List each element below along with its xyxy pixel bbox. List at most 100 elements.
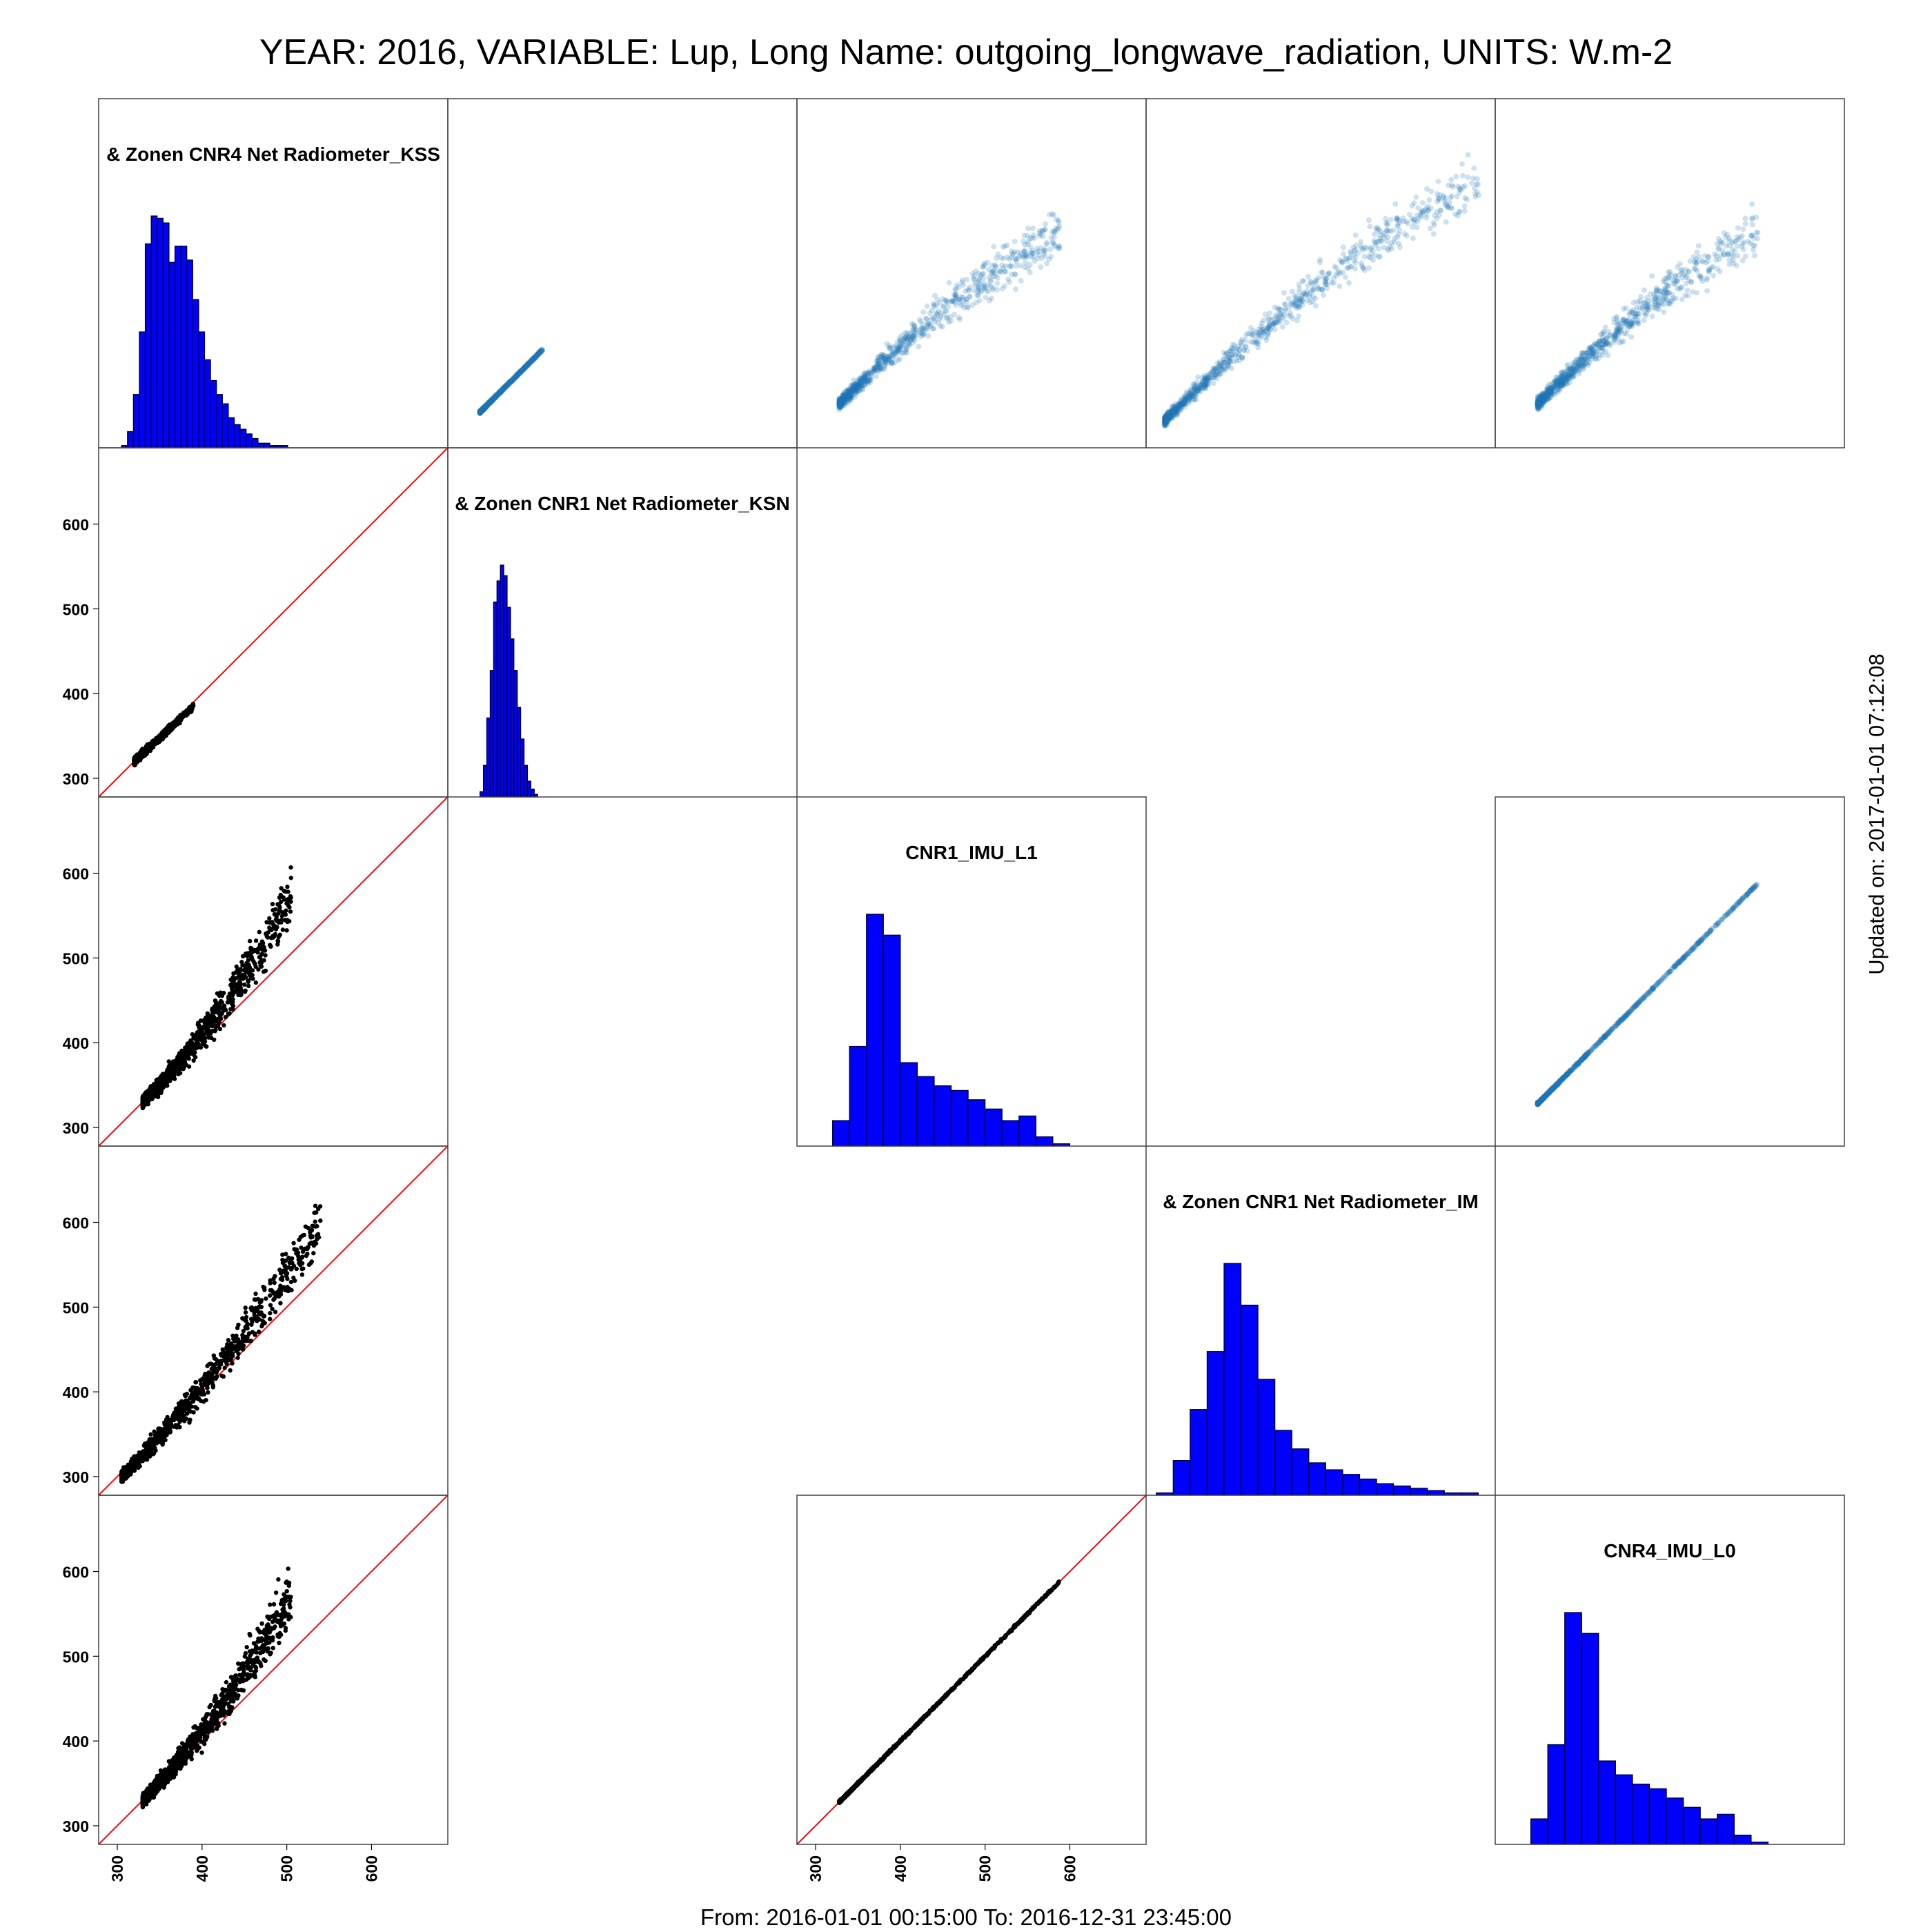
scatter-point bbox=[477, 409, 483, 415]
scatter-point bbox=[490, 396, 496, 402]
scatter-point bbox=[975, 286, 981, 292]
scatter-point bbox=[976, 297, 983, 304]
scatter-point bbox=[498, 389, 504, 395]
scatter-point bbox=[863, 371, 869, 377]
scatter-point bbox=[481, 405, 487, 411]
scatter-point bbox=[1715, 236, 1722, 242]
scatter-point bbox=[1314, 277, 1320, 283]
scatter-point bbox=[511, 376, 517, 382]
scatter-point bbox=[497, 388, 504, 395]
scatter-point bbox=[157, 736, 161, 741]
scatter-point bbox=[502, 384, 509, 390]
scatter-point bbox=[1275, 316, 1281, 322]
histogram-bar bbox=[1172, 1460, 1191, 1496]
histogram-bar bbox=[480, 791, 484, 798]
scatter-point bbox=[953, 302, 959, 308]
scatter-point bbox=[1603, 340, 1609, 346]
scatter-point bbox=[1699, 259, 1706, 265]
scatter-point bbox=[1449, 206, 1455, 212]
scatter-point bbox=[493, 393, 499, 400]
scatter-point bbox=[1292, 299, 1299, 305]
scatter-point bbox=[1412, 219, 1418, 226]
scatter-point bbox=[1013, 286, 1019, 293]
scatter-point bbox=[487, 399, 493, 405]
scatter-point bbox=[1359, 245, 1365, 251]
scatter-point bbox=[987, 277, 994, 283]
scatter-point bbox=[1207, 371, 1213, 377]
scatter-point bbox=[1453, 173, 1459, 179]
histogram-bar bbox=[1376, 1483, 1394, 1496]
scatter-point bbox=[518, 368, 524, 375]
histogram-bar bbox=[866, 914, 884, 1147]
histogram-bar bbox=[482, 765, 488, 798]
scatter-point bbox=[931, 314, 938, 320]
scatter-point bbox=[1325, 271, 1331, 277]
scatter-point bbox=[503, 382, 509, 388]
scatter-point bbox=[489, 397, 495, 404]
scatter-point bbox=[520, 366, 526, 373]
scatter-point bbox=[510, 376, 516, 382]
scatter-point bbox=[504, 382, 511, 388]
scatter-point bbox=[1051, 234, 1057, 240]
scatter-point bbox=[479, 408, 485, 414]
scatter-point bbox=[493, 394, 499, 400]
scatter-point bbox=[1426, 197, 1432, 203]
scatter-point bbox=[188, 706, 193, 711]
scatter-point bbox=[489, 397, 495, 404]
scatter-point bbox=[1366, 217, 1372, 224]
scatter-point bbox=[480, 406, 486, 413]
scatter-point bbox=[535, 351, 542, 357]
scatter-point bbox=[500, 386, 506, 392]
scatter-point bbox=[1053, 225, 1059, 231]
scatter-point bbox=[480, 407, 486, 413]
scatter-point bbox=[477, 408, 484, 415]
scatter-point bbox=[534, 352, 540, 358]
scatter-point bbox=[489, 396, 495, 402]
scatter-point bbox=[477, 410, 483, 416]
scatter-point bbox=[1321, 292, 1327, 298]
scatter-point bbox=[487, 400, 493, 406]
scatter-point bbox=[1377, 254, 1383, 260]
scatter-point bbox=[1694, 249, 1700, 255]
scatter-point bbox=[998, 255, 1005, 261]
histogram-bar bbox=[150, 215, 158, 448]
histogram-bar bbox=[849, 1045, 867, 1147]
scatter-point bbox=[1401, 230, 1408, 237]
scatter-point bbox=[491, 395, 497, 402]
scatter-point bbox=[1634, 299, 1640, 305]
scatter-point bbox=[1553, 379, 1559, 385]
scatter-point bbox=[1424, 186, 1430, 192]
histogram-bar bbox=[1410, 1488, 1428, 1496]
scatter-point bbox=[515, 371, 522, 377]
scatter-point bbox=[529, 358, 535, 364]
histogram-bar bbox=[1598, 1760, 1616, 1845]
scatter-point bbox=[506, 380, 512, 386]
scatter-point bbox=[508, 377, 514, 384]
histogram-bar bbox=[950, 1090, 969, 1147]
scatter-point bbox=[1693, 259, 1699, 266]
histogram-bar bbox=[831, 1120, 850, 1147]
scatter-point bbox=[1420, 200, 1426, 206]
scatter-point bbox=[1673, 279, 1679, 285]
scatter-point bbox=[482, 404, 489, 411]
scatter-point bbox=[895, 357, 901, 364]
scatter-point bbox=[1461, 203, 1468, 209]
histogram-bar bbox=[204, 359, 211, 448]
scatter-point bbox=[500, 387, 506, 393]
scatter-point bbox=[484, 402, 490, 408]
scatter-point bbox=[497, 388, 504, 395]
histogram-bar bbox=[1190, 1409, 1208, 1496]
scatter-point bbox=[491, 395, 497, 402]
scatter-point bbox=[1684, 287, 1690, 293]
scatter-point bbox=[481, 405, 487, 411]
scatter-point bbox=[1187, 393, 1193, 400]
scatter-point bbox=[900, 350, 907, 356]
scatter-point bbox=[931, 326, 937, 332]
scatter-point bbox=[520, 366, 526, 372]
scatter-point bbox=[502, 384, 508, 390]
scatter-point bbox=[1012, 239, 1018, 245]
scatter-point bbox=[491, 396, 497, 402]
scatter-point bbox=[1346, 255, 1352, 261]
histogram-bar bbox=[530, 788, 535, 798]
scatter-point bbox=[885, 360, 891, 366]
